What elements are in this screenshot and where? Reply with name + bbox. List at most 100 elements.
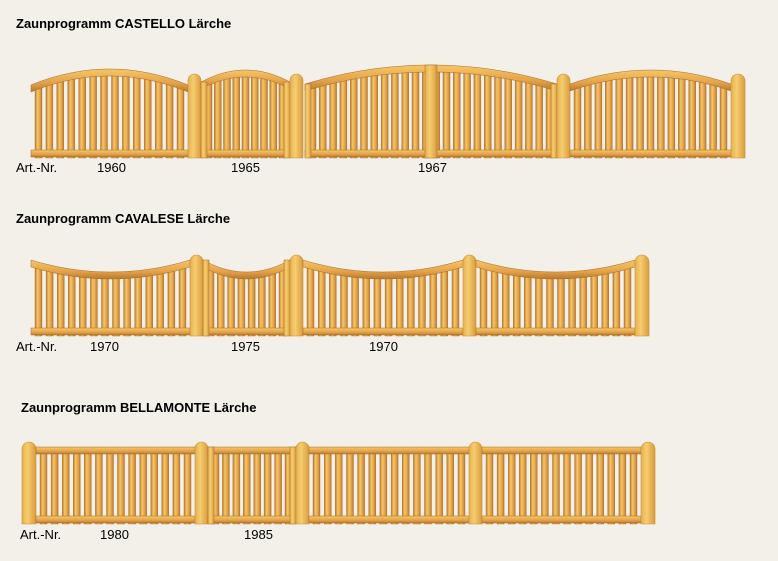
fence-picket xyxy=(719,85,728,159)
fence-picket xyxy=(568,275,576,337)
fence-picket xyxy=(183,450,192,525)
fence-picket xyxy=(217,271,225,337)
fence-picket xyxy=(45,268,54,337)
fence-top-rail xyxy=(207,446,297,455)
fence-post xyxy=(21,441,37,525)
fence-picket xyxy=(530,450,538,525)
fence-picket xyxy=(407,274,415,337)
fence-picket xyxy=(424,450,432,525)
fence-picket xyxy=(362,275,370,337)
fence-post xyxy=(634,254,650,337)
fence-picket xyxy=(312,450,321,525)
fence-picket xyxy=(339,77,348,159)
fence-picket xyxy=(167,268,176,337)
fence-post xyxy=(295,441,310,525)
fence-picket xyxy=(268,271,276,337)
art-nr-label: Art.-Nr. xyxy=(16,160,58,175)
fence-picket xyxy=(590,272,598,337)
fence-bottom-rail xyxy=(35,515,196,524)
fence-picket xyxy=(496,450,505,525)
gate-stile xyxy=(200,81,208,159)
fence-picket xyxy=(546,275,554,337)
fence-top-rail xyxy=(30,68,189,93)
fence-picket xyxy=(351,274,359,337)
fence-picket xyxy=(360,74,368,159)
fence-picket xyxy=(552,450,560,525)
fence-picket xyxy=(411,69,420,159)
fence-picket xyxy=(646,73,655,159)
fence-picket xyxy=(78,74,86,159)
gate-center-stile xyxy=(424,64,438,159)
fence-picket xyxy=(502,271,510,337)
fence-picket xyxy=(122,73,130,159)
fence-picket xyxy=(237,275,246,337)
fence-picket xyxy=(440,268,448,337)
fence-picket xyxy=(601,271,609,337)
art-nr-value: 1980 xyxy=(100,527,129,542)
fence-post xyxy=(189,254,204,337)
fence-picket xyxy=(335,450,343,525)
fence-picket xyxy=(463,70,471,159)
fence-picket xyxy=(95,450,103,525)
fence-picket xyxy=(340,272,348,337)
fence-picket xyxy=(100,72,108,159)
fence-picket xyxy=(241,73,250,159)
fence-picket xyxy=(150,450,159,525)
fence-picket xyxy=(607,450,615,525)
fence-picket xyxy=(629,450,638,525)
fence-bottom-rail xyxy=(30,327,191,336)
fence-picket xyxy=(154,79,163,159)
fence-picket xyxy=(513,272,521,337)
art-nr-value: 1965 xyxy=(231,160,260,175)
fence-picket xyxy=(574,450,582,525)
fence-picket xyxy=(156,271,165,337)
fence-picket xyxy=(667,74,676,159)
fence-picket xyxy=(79,274,87,337)
fence-picket xyxy=(442,69,451,159)
fence-picket xyxy=(709,82,717,159)
gate-stile xyxy=(207,446,215,525)
fence-picket xyxy=(625,74,634,159)
fence-bottom-rail xyxy=(308,515,470,524)
art-nr-value: 1970 xyxy=(90,339,119,354)
fence-picket xyxy=(45,82,54,159)
fence-picket xyxy=(484,72,492,159)
fence-picket xyxy=(373,275,382,337)
fence-picket xyxy=(84,450,92,525)
fence-bottom-rail xyxy=(200,149,291,158)
fence-picket xyxy=(453,69,461,159)
fence-picket xyxy=(176,85,185,159)
fence-picket xyxy=(451,265,460,337)
gate-stile xyxy=(283,81,291,159)
art-nr-value: 1970 xyxy=(369,339,398,354)
fence-picket xyxy=(106,450,114,525)
fence-picket xyxy=(368,450,376,525)
fence-picket xyxy=(34,266,43,337)
fence-picket xyxy=(612,268,621,337)
fence-picket xyxy=(413,450,421,525)
fence-picket xyxy=(584,82,592,159)
fence-post xyxy=(187,73,202,159)
fence-picket xyxy=(473,71,482,159)
fence-picket xyxy=(67,272,76,337)
fence-picket xyxy=(688,77,696,159)
fence-picket xyxy=(618,450,627,525)
fence-picket xyxy=(435,450,443,525)
fence-picket xyxy=(605,77,613,159)
fence-picket xyxy=(657,73,665,159)
fence-picket xyxy=(594,79,603,159)
fence-picket xyxy=(623,266,632,337)
gate-stile xyxy=(304,83,312,159)
fence-top-rail xyxy=(308,446,470,455)
gate-stile xyxy=(550,83,558,159)
fence-picket xyxy=(89,73,97,159)
fence-picket xyxy=(446,450,454,525)
fence-top-rail xyxy=(302,259,464,280)
art-nr-value: 1985 xyxy=(244,527,273,542)
fence-bottom-rail xyxy=(207,515,297,524)
fence-picket xyxy=(67,76,76,159)
fence-picket xyxy=(134,274,142,337)
fence-picket xyxy=(514,77,523,159)
fence-post xyxy=(556,73,571,159)
